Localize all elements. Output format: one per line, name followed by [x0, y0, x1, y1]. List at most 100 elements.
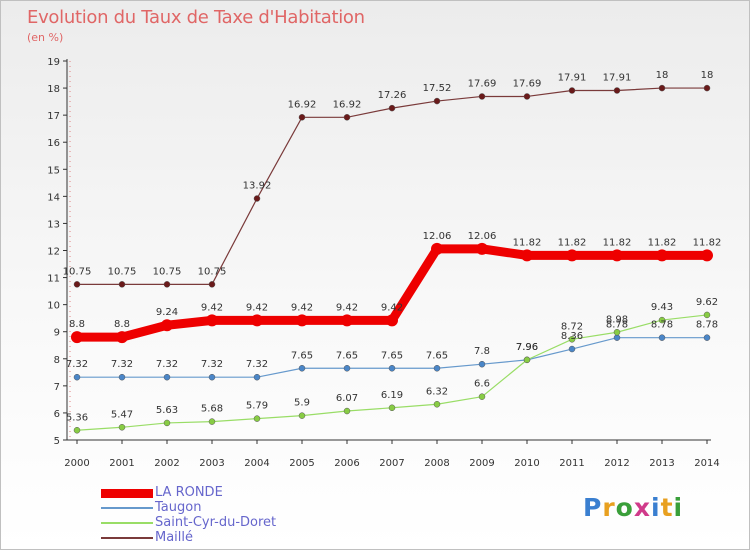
legend-swatch [101, 507, 153, 509]
data-point [433, 97, 441, 105]
x-tick-label: 2009 [469, 458, 494, 469]
data-point [388, 104, 396, 112]
x-tick-label: 2014 [694, 458, 719, 469]
data-label: 11.82 [693, 237, 722, 248]
data-label: 6.19 [381, 390, 403, 401]
data-label: 10.75 [108, 266, 137, 277]
data-point [343, 407, 351, 415]
data-point [388, 365, 396, 372]
chart-unit: (en %) [27, 31, 64, 44]
y-tick-label: 9 [54, 328, 60, 339]
data-label: 11.82 [648, 237, 677, 248]
data-point [521, 249, 533, 262]
data-label: 10.75 [198, 266, 227, 277]
y-tick-label: 19 [47, 57, 60, 68]
data-point [73, 281, 81, 288]
data-point [658, 334, 666, 341]
data-point [701, 249, 713, 262]
data-point [478, 360, 486, 368]
data-label: 8.98 [606, 314, 628, 325]
y-tick-label: 7 [54, 382, 60, 393]
data-label: 9.42 [291, 302, 313, 313]
data-label: 6.6 [474, 379, 490, 390]
data-label: 12.06 [468, 231, 497, 242]
data-label: 7.32 [111, 359, 133, 370]
data-point [433, 401, 441, 408]
data-label: 7.96 [516, 342, 538, 353]
data-label: 7.32 [246, 359, 268, 370]
data-label: 11.82 [513, 237, 542, 248]
data-label: 9.43 [651, 302, 673, 313]
data-point [613, 334, 621, 341]
data-label: 8.8 [69, 319, 85, 330]
x-tick-label: 2010 [514, 458, 539, 469]
y-tick-label: 14 [47, 192, 60, 203]
data-label: 7.32 [66, 359, 88, 370]
y-tick-label: 17 [47, 111, 60, 122]
legend-label: Saint-Cyr-du-Doret [155, 515, 277, 530]
data-point [163, 373, 171, 381]
data-point [208, 418, 216, 425]
data-label: 8.78 [606, 320, 628, 331]
x-tick-label: 2008 [424, 458, 449, 469]
y-tick-label: 16 [47, 138, 60, 149]
data-point [476, 242, 488, 255]
data-point [613, 87, 621, 94]
data-point [73, 373, 81, 381]
data-point [298, 365, 306, 372]
data-point [523, 93, 531, 100]
data-label: 17.26 [378, 90, 407, 101]
data-point [71, 331, 83, 344]
data-point [298, 114, 306, 121]
data-point [118, 373, 126, 381]
data-point [116, 331, 128, 344]
data-point [386, 314, 398, 327]
data-point [656, 249, 668, 262]
data-point [658, 316, 666, 324]
data-label: 18 [656, 70, 669, 81]
data-label: 16.92 [288, 99, 317, 110]
legend-swatch [101, 489, 153, 498]
data-point [296, 314, 308, 327]
data-label: 12.06 [423, 231, 452, 242]
data-label: 7.65 [291, 350, 313, 361]
y-tick-label: 6 [54, 409, 60, 420]
data-label: 9.42 [381, 302, 403, 313]
data-point [478, 393, 486, 400]
data-label: 5.47 [111, 409, 133, 420]
data-point [568, 336, 576, 343]
data-label: 10.75 [63, 266, 92, 277]
data-label: 13.92 [243, 181, 272, 192]
data-point [703, 311, 711, 319]
data-point [523, 356, 531, 364]
legend-swatch [101, 537, 153, 539]
x-tick-label: 2003 [199, 458, 224, 469]
x-tick-label: 2007 [379, 458, 404, 469]
x-tick-label: 2004 [244, 458, 269, 469]
data-label: 17.69 [513, 78, 542, 89]
x-tick-label: 2013 [649, 458, 674, 469]
y-tick-label: 13 [47, 219, 60, 230]
data-label: 9.62 [696, 297, 718, 308]
data-point [343, 365, 351, 372]
data-label: 8.36 [561, 331, 583, 342]
data-label: 9.24 [156, 307, 178, 318]
data-label: 11.82 [603, 237, 632, 248]
data-point [341, 314, 353, 327]
x-tick-label: 2011 [559, 458, 584, 469]
y-tick-label: 8 [54, 355, 60, 366]
x-tick-label: 2001 [109, 458, 134, 469]
series-layer [71, 84, 713, 434]
data-label: 9.42 [201, 302, 223, 313]
y-tick-label: 15 [47, 165, 60, 176]
data-point [703, 334, 711, 341]
data-label: 5.36 [66, 412, 88, 423]
data-point [343, 114, 351, 121]
x-tick-label: 2002 [154, 458, 179, 469]
data-point [388, 404, 396, 412]
data-point [568, 345, 576, 353]
data-point [251, 314, 263, 327]
x-tick-label: 2006 [334, 458, 359, 469]
data-point [118, 281, 126, 288]
